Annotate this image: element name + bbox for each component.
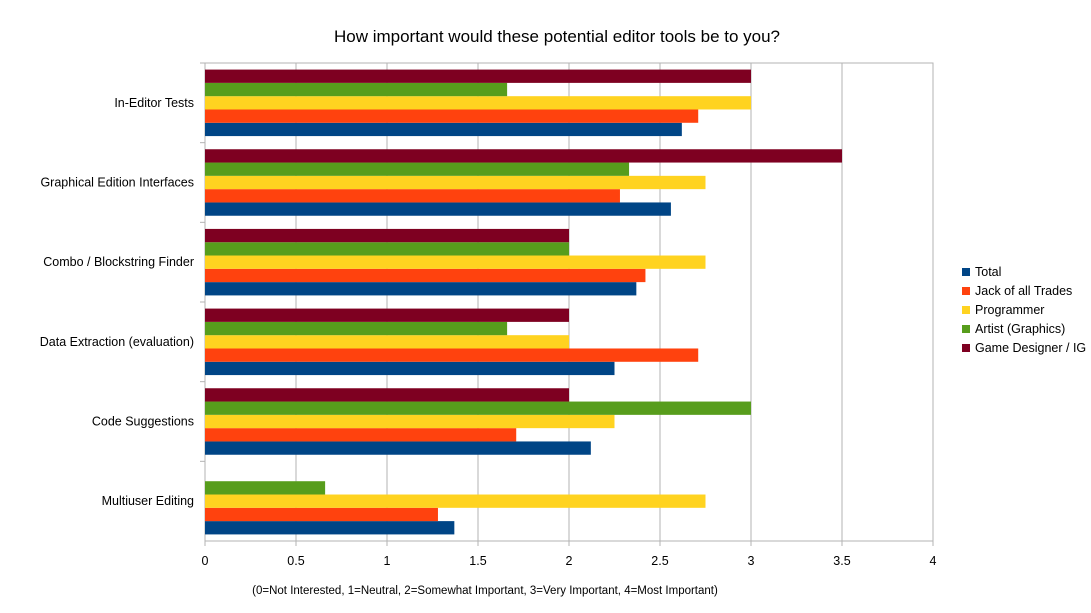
x-tick-labels: 0 0.5 1 1.5 2 2.5 3 3.5 4 — [202, 554, 937, 568]
bar — [205, 388, 569, 402]
legend-swatch — [962, 344, 970, 352]
legend-swatch — [962, 325, 970, 333]
bar — [205, 109, 699, 123]
category-label: Combo / Blockstring Finder — [43, 255, 194, 269]
x-tick-label: 0.5 — [287, 554, 304, 568]
x-tick-label: 4 — [930, 554, 937, 568]
category-label: In-Editor Tests — [114, 96, 194, 110]
plot-area-border — [204, 62, 934, 542]
x-tick-label: 2 — [566, 554, 573, 568]
legend-swatch — [962, 287, 970, 295]
legend-label: Artist (Graphics) — [975, 322, 1065, 336]
bar — [205, 228, 569, 243]
bar — [205, 202, 671, 216]
bar — [205, 308, 569, 322]
legend-swatch — [962, 306, 970, 314]
bar — [205, 414, 615, 429]
bar — [205, 441, 591, 455]
bar — [205, 348, 699, 362]
bar — [205, 521, 455, 535]
x-tick-label: 3 — [748, 554, 755, 568]
bar — [205, 255, 706, 269]
x-tick-label: 3.5 — [833, 554, 850, 568]
chart-title: How important would these potential edit… — [334, 27, 780, 46]
category-label: Graphical Edition Interfaces — [40, 176, 194, 190]
x-tick-label: 1.5 — [469, 554, 486, 568]
bar — [205, 162, 630, 176]
category-label: Multiuser Editing — [102, 494, 194, 508]
bars-group — [205, 69, 842, 535]
legend-label: Jack of all Trades — [975, 284, 1072, 298]
bar — [205, 282, 637, 296]
bar — [205, 335, 569, 349]
bar — [205, 481, 326, 495]
legend-label: Total — [975, 265, 1001, 279]
bar — [205, 401, 751, 415]
x-axis-label: (0=Not Interested, 1=Neutral, 2=Somewhat… — [252, 585, 718, 597]
category-label: Code Suggestions — [92, 415, 194, 429]
bar — [205, 494, 706, 508]
bar — [205, 69, 751, 83]
category-labels: In-Editor Tests Graphical Edition Interfa… — [40, 96, 194, 508]
bar — [205, 149, 842, 163]
legend: Total Jack of all Trades Programmer Artist … — [962, 265, 1086, 355]
bar — [205, 268, 646, 283]
bar — [205, 96, 751, 110]
grid-lines — [200, 62, 934, 546]
legend-swatch — [962, 268, 970, 276]
bar — [205, 189, 620, 203]
bar — [205, 175, 706, 190]
legend-label: Programmer — [975, 303, 1044, 317]
bar — [205, 321, 508, 336]
legend-label: Game Designer / IG — [975, 341, 1086, 355]
x-tick-label: 1 — [384, 554, 391, 568]
x-tick-label: 0 — [202, 554, 209, 568]
bar — [205, 242, 569, 256]
bar — [205, 122, 682, 137]
x-tick-label: 2.5 — [651, 554, 668, 568]
bar — [205, 428, 517, 442]
bar — [205, 507, 438, 522]
category-label: Data Extraction (evaluation) — [40, 335, 194, 349]
bar — [205, 361, 615, 376]
bar — [205, 82, 508, 97]
